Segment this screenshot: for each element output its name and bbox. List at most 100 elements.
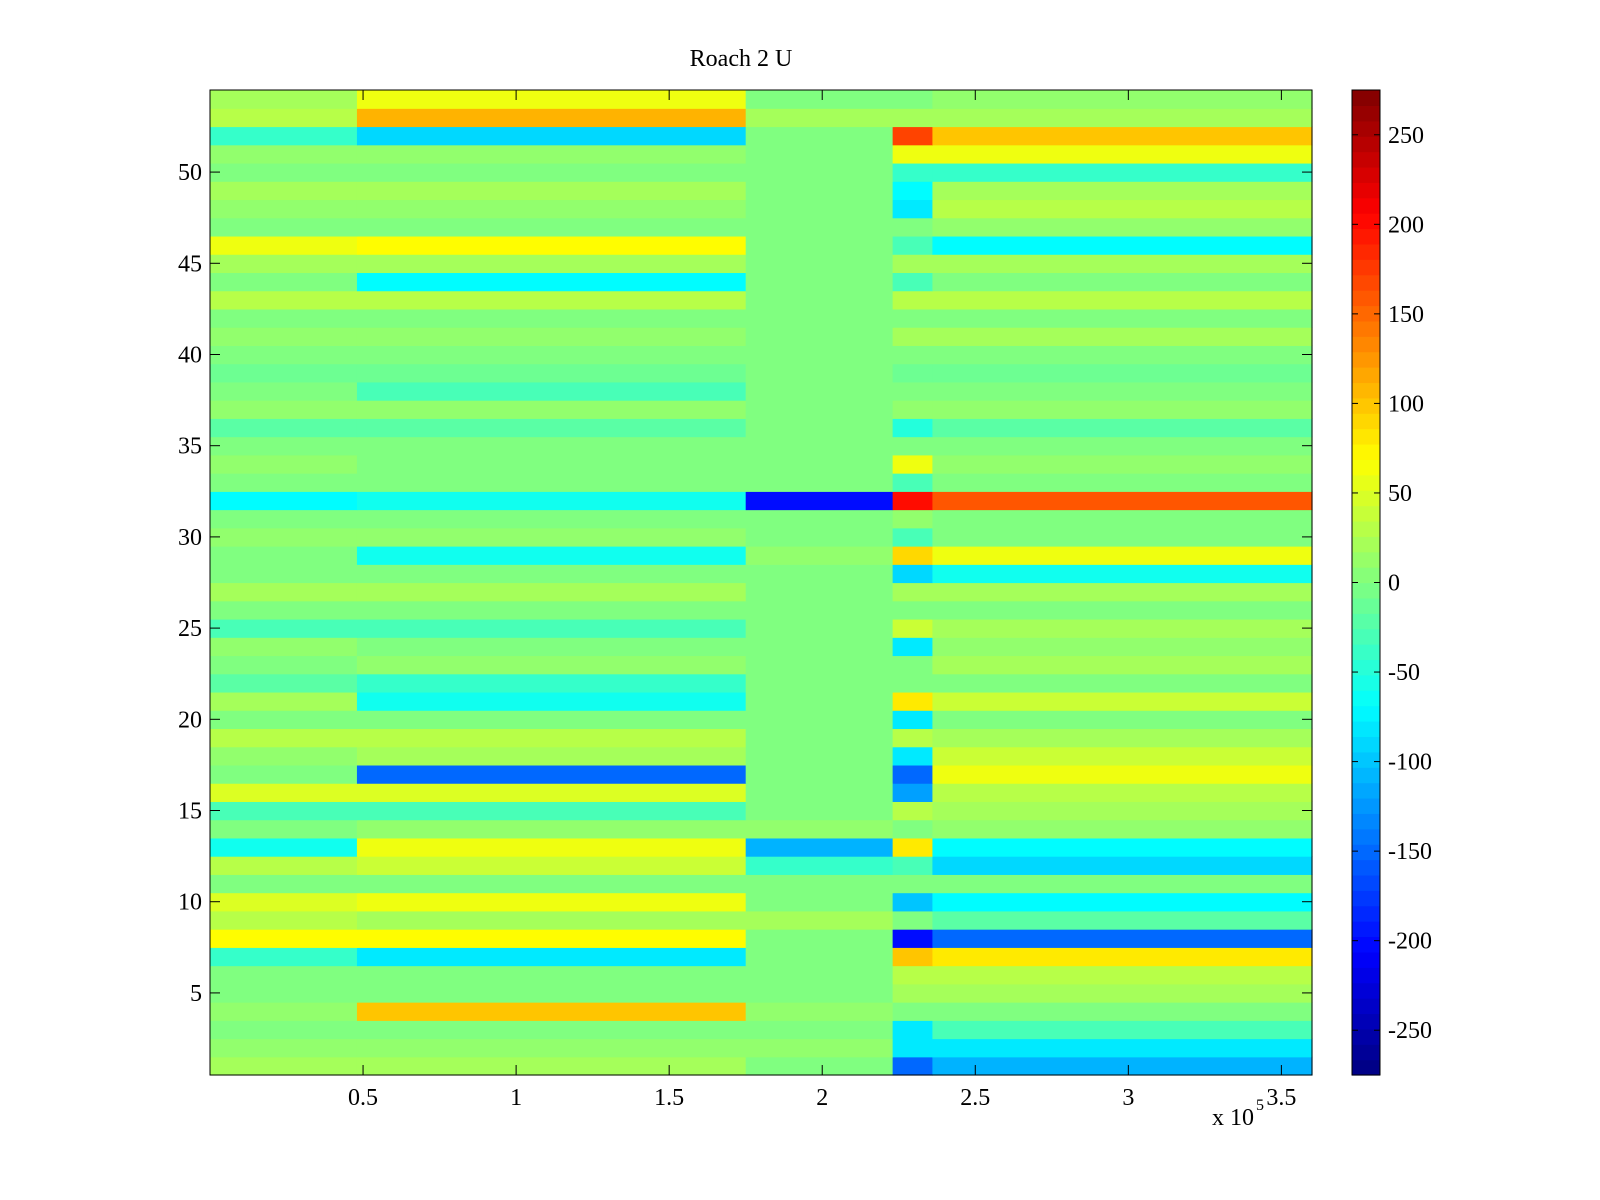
colorbar-swatch: [1352, 551, 1380, 568]
heatmap-cell: [356, 491, 747, 511]
heatmap-cell: [892, 764, 934, 784]
heatmap-cell: [210, 710, 358, 730]
heatmap-cell: [932, 637, 1313, 657]
heatmap-cell: [210, 582, 358, 602]
heatmap-cell: [356, 947, 747, 967]
colorbar-tick-label: 200: [1388, 212, 1424, 238]
heatmap-cell: [356, 819, 747, 839]
x-multiplier-label: x 10: [1212, 1105, 1254, 1131]
x-tick-label: 1.5: [654, 1085, 684, 1111]
heatmap-cell: [210, 1038, 358, 1058]
heatmap-cell: [932, 710, 1313, 730]
heatmap-cell: [745, 363, 894, 383]
colorbar-swatch: [1352, 243, 1380, 260]
colorbar-swatch: [1352, 351, 1380, 368]
heatmap-cell: [892, 144, 934, 164]
heatmap-cell: [892, 728, 934, 748]
colorbar-swatch: [1352, 536, 1380, 553]
colorbar-swatch: [1352, 413, 1380, 430]
heatmap-cell: [745, 746, 894, 766]
heatmap-cell: [932, 327, 1313, 346]
heatmap-cell: [210, 491, 358, 511]
heatmap-cell: [932, 728, 1313, 748]
heatmap-cell: [210, 454, 358, 474]
heatmap-cell: [210, 673, 358, 693]
heatmap-cell: [745, 965, 894, 985]
heatmap-cell: [892, 509, 934, 529]
heatmap-cell: [892, 327, 934, 346]
heatmap-cell: [745, 272, 894, 292]
heatmap-cell: [356, 673, 747, 693]
heatmap-cell: [932, 910, 1313, 930]
heatmap-cell: [892, 710, 934, 730]
x-tick-label: 2.5: [960, 1085, 990, 1111]
x-tick-label: 1: [510, 1085, 522, 1111]
heatmap-cell: [210, 527, 358, 547]
heatmap-cell: [745, 473, 894, 492]
colorbar-swatch: [1352, 613, 1380, 630]
heatmap-cell: [932, 673, 1313, 693]
heatmap-cell: [932, 272, 1313, 292]
heatmap-cell: [892, 108, 934, 128]
heatmap-cell: [356, 1020, 747, 1040]
heatmap-cell: [892, 837, 934, 857]
heatmap-cell: [745, 1002, 894, 1021]
heatmap-cell: [892, 235, 934, 255]
y-tick-label: 15: [178, 799, 202, 825]
colorbar-swatch: [1352, 782, 1380, 799]
heatmap-cell: [932, 436, 1313, 456]
heatmap-cell: [356, 600, 747, 620]
heatmap-cell: [356, 837, 747, 857]
colorbar-swatch: [1352, 290, 1380, 307]
heatmap-cell: [356, 290, 747, 310]
colorbar-swatch: [1352, 1028, 1380, 1045]
colorbar-swatch: [1352, 813, 1380, 830]
heatmap-cell: [210, 363, 358, 383]
heatmap-cell: [932, 126, 1313, 146]
heatmap-cell: [356, 272, 747, 292]
heatmap-cell: [210, 217, 358, 237]
heatmap-cell: [210, 546, 358, 565]
heatmap-cell: [745, 162, 894, 182]
heatmap-cell: [356, 363, 747, 383]
heatmap-cell: [356, 473, 747, 492]
heatmap-cell: [210, 381, 358, 401]
heatmap-cell: [932, 892, 1313, 912]
heatmap-cell: [892, 126, 934, 146]
heatmap-cell: [210, 965, 358, 985]
heatmap-cell: [210, 272, 358, 292]
heatmap-cell: [892, 783, 934, 802]
colorbar-swatch: [1352, 520, 1380, 537]
heatmap-cell: [892, 527, 934, 547]
heatmap-cell: [356, 1056, 747, 1076]
heatmap-cell: [745, 874, 894, 894]
colorbar-swatch: [1352, 859, 1380, 876]
colorbar-swatch: [1352, 967, 1380, 984]
colorbar-swatch: [1352, 320, 1380, 337]
heatmap-cell: [210, 564, 358, 584]
heatmap-cell: [932, 618, 1313, 638]
heatmap-cell: [745, 1020, 894, 1040]
heatmap-cell: [892, 746, 934, 766]
heatmap-cell: [892, 418, 934, 438]
colorbar-swatch: [1352, 936, 1380, 953]
heatmap-cell: [210, 308, 358, 328]
heatmap-cell: [892, 1038, 934, 1058]
heatmap-cell: [356, 728, 747, 748]
colorbar-swatch: [1352, 228, 1380, 245]
heatmap-cell: [932, 1020, 1313, 1040]
heatmap-cell: [745, 819, 894, 839]
heatmap-cell: [932, 746, 1313, 766]
colorbar-swatch: [1352, 274, 1380, 291]
heatmap-cell: [892, 947, 934, 967]
colorbar-swatch: [1352, 921, 1380, 938]
heatmap-cell: [745, 892, 894, 912]
heatmap-cell: [932, 491, 1313, 511]
heatmap-cell: [932, 454, 1313, 474]
colorbar-swatch: [1352, 1044, 1380, 1061]
heatmap-cell: [892, 691, 934, 711]
heatmap-cell: [745, 199, 894, 219]
heatmap-cell: [892, 874, 934, 894]
heatmap-cell: [356, 436, 747, 456]
